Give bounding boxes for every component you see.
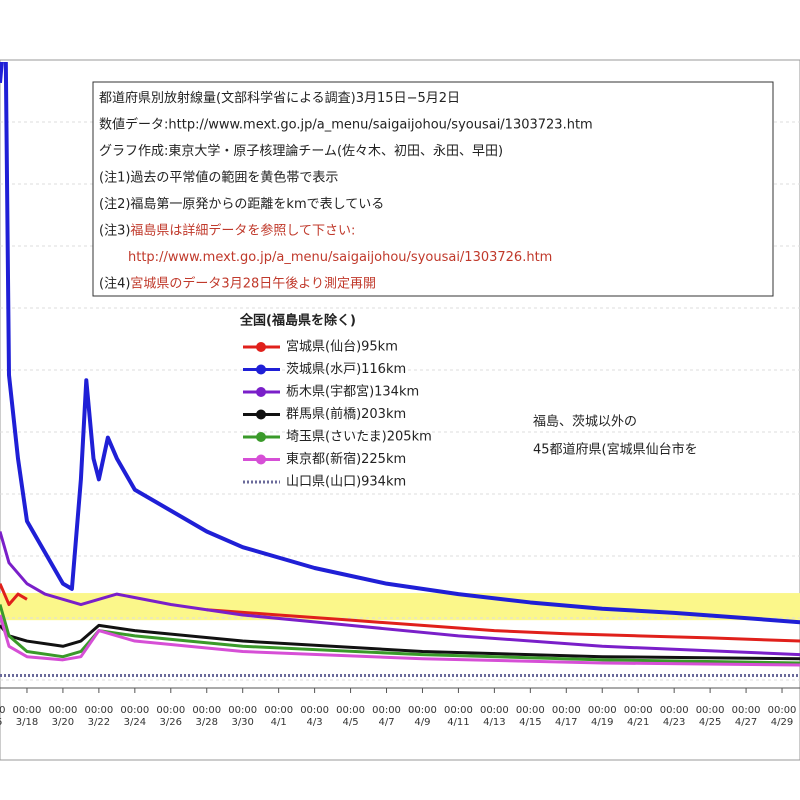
x-tick-label: 4/7 — [378, 717, 394, 728]
legend-label: 茨城県(水戸)116km — [286, 362, 406, 377]
annotation-line: (注2)福島第一原発からの距離をkmで表している — [99, 197, 384, 212]
x-tick-time: 00:00 — [13, 705, 42, 716]
annotation-line: (注4)宮城県のデータ3月28日午後より測定再開 — [99, 275, 376, 291]
overlay: 00:003/1600:003/1800:003/2000:003/2200:0… — [0, 81, 800, 728]
x-tick-label: 4/15 — [519, 717, 541, 728]
x-tick-time: 00:00 — [84, 705, 113, 716]
side-note: 福島、茨城以外の — [533, 415, 637, 430]
x-tick-time: 00:00 — [516, 705, 545, 716]
annotation-line: 都道府県別放射線量(文部科学省による調査)3月15日−5月2日 — [99, 90, 460, 106]
legend-marker — [256, 364, 266, 375]
x-tick-time: 00:00 — [156, 705, 185, 716]
series-line — [0, 623, 800, 661]
annotation-text: (注4) — [99, 276, 130, 291]
legend-marker — [256, 387, 266, 397]
x-tick-label: 4/27 — [735, 717, 757, 728]
x-tick-time: 00:00 — [408, 705, 437, 716]
x-tick-label: 3/20 — [52, 717, 74, 728]
annotation-line: グラフ作成:東京大学・原子核理論チーム(佐々木、初田、永田、早田) — [99, 143, 503, 159]
x-tick-label: 3/24 — [124, 717, 146, 728]
annotation-text: 福島県は詳細データを参照して下さい: — [130, 222, 355, 238]
legend-label: 群馬県(前橋)203km — [286, 406, 406, 422]
series-line — [0, 62, 800, 625]
x-tick-label: 3/28 — [196, 717, 218, 728]
x-tick-time: 00:00 — [552, 705, 581, 716]
x-tick-label: 4/13 — [483, 717, 505, 728]
annotation-line: 数値データ:http://www.mext.go.jp/a_menu/saiga… — [99, 116, 593, 132]
x-tick-label: 3/18 — [16, 717, 38, 728]
x-tick-label: 3/30 — [231, 717, 253, 728]
x-tick-time: 00:00 — [444, 705, 473, 716]
x-tick-label: 3/26 — [160, 717, 182, 728]
annotation-text: (注1)過去の平常値の範囲を黄色帯で表示 — [99, 169, 338, 185]
x-tick-time: 00:00 — [732, 705, 761, 716]
x-tick-label: 4/19 — [591, 717, 613, 728]
legend-marker — [256, 409, 266, 420]
x-tick-label: 4/1 — [271, 717, 287, 728]
x-tick-time: 00:00 — [660, 705, 689, 716]
x-tick-time: 00:00 — [192, 705, 221, 716]
x-tick-time: 00:00 — [228, 705, 257, 716]
legend-label: 宮城県(仙台)95km — [286, 339, 398, 355]
x-tick-time: 00:00 — [588, 705, 617, 716]
x-tick-label: 4/5 — [343, 717, 359, 728]
annotation-line: (注1)過去の平常値の範囲を黄色帯で表示 — [99, 169, 338, 185]
annotation-text: 宮城県のデータ3月28日午後より測定再開 — [130, 275, 376, 291]
series-line — [0, 531, 800, 657]
x-tick-label: 4/3 — [307, 717, 323, 728]
annotation-text: http://www.mext.go.jp/a_menu/saigaijohou… — [128, 250, 552, 265]
x-tick-time: 00:00 — [264, 705, 293, 716]
plot-area — [0, 62, 800, 681]
legend-marker — [256, 454, 266, 465]
x-tick-label: 4/11 — [447, 717, 469, 728]
legend-marker — [256, 432, 266, 442]
legend-title: 全国(福島県を除く) — [239, 313, 356, 329]
x-tick-time: 00:00 — [696, 705, 725, 716]
annotation-text: 数値データ:http://www.mext.go.jp/a_menu/saiga… — [99, 116, 593, 132]
x-tick-label: 4/9 — [414, 717, 430, 728]
x-tick-label: 4/21 — [627, 717, 649, 728]
x-tick-time: 00:00 — [372, 705, 401, 716]
legend-marker — [256, 342, 266, 352]
legend-label: 埼玉県(さいたま)205km — [286, 430, 432, 445]
x-tick-time: 00:00 — [768, 705, 797, 716]
x-tick-time: 00:00 — [300, 705, 329, 716]
x-tick-time: 00:00 — [336, 705, 365, 716]
x-tick-label: 4/25 — [699, 717, 721, 728]
annotation-box — [92, 81, 774, 297]
x-tick-label: 3/22 — [88, 717, 110, 728]
legend-label: 山口県(山口)934km — [286, 475, 406, 490]
legend-label: 東京都(新宿)225km — [286, 451, 406, 467]
x-tick-label: 4/29 — [771, 717, 793, 728]
x-tick-time: 00:00 — [480, 705, 509, 716]
legend-label: 栃木県(宇都宮)134km — [286, 384, 419, 400]
x-tick-time: 00:00 — [49, 705, 78, 716]
x-tick-label: 3/16 — [0, 717, 2, 728]
annotation-line: (注3)福島県は詳細データを参照して下さい: — [99, 222, 355, 238]
side-note: 45都道府県(宮城県仙台市を — [533, 442, 698, 458]
x-tick-time: 00:00 — [0, 705, 5, 716]
series-line — [0, 614, 800, 667]
x-tick-label: 4/17 — [555, 717, 577, 728]
annotation-text: (注2)福島第一原発からの距離をkmで表している — [99, 197, 384, 212]
normal-range-band — [0, 593, 800, 621]
annotation-text: グラフ作成:東京大学・原子核理論チーム(佐々木、初田、永田、早田) — [99, 143, 503, 159]
x-tick-time: 00:00 — [120, 705, 149, 716]
x-tick-time: 00:00 — [624, 705, 653, 716]
series-line — [0, 583, 800, 643]
annotation-text: (注3) — [99, 223, 130, 238]
annotation-text: 都道府県別放射線量(文部科学省による調査)3月15日−5月2日 — [99, 90, 460, 106]
annotation-line: http://www.mext.go.jp/a_menu/saigaijohou… — [128, 250, 552, 265]
x-tick-label: 4/23 — [663, 717, 685, 728]
